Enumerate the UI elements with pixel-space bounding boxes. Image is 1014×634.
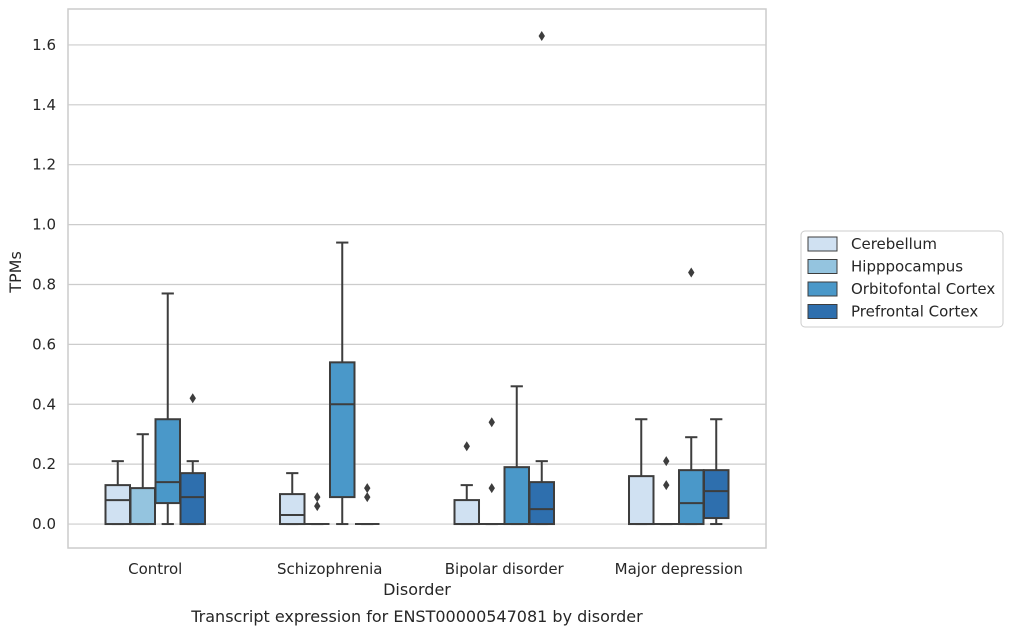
box-3-1	[654, 456, 679, 526]
legend-label: Orbitofontal Cortex	[851, 280, 995, 298]
box-body	[702, 469, 730, 520]
x-tick-label: Major depression	[615, 560, 743, 578]
y-tick-label: 1.6	[32, 36, 56, 54]
box-body	[453, 499, 481, 526]
outlier-point	[314, 501, 321, 512]
outlier-point	[488, 417, 495, 428]
box-body	[628, 475, 655, 526]
x-tick-label: Bipolar disorder	[445, 560, 565, 578]
box-body	[104, 484, 132, 526]
box-body	[154, 418, 181, 505]
outlier-point	[663, 456, 670, 467]
legend-label: Cerebellum	[851, 235, 937, 253]
y-axis-label: TPMs	[6, 251, 25, 294]
box-body	[129, 487, 157, 526]
outlier-point	[663, 480, 670, 491]
box-0-0	[104, 460, 132, 526]
boxes	[104, 30, 730, 526]
box-body	[678, 469, 705, 526]
box-body	[179, 472, 206, 526]
y-tick-label: 1.0	[32, 216, 56, 234]
legend: Cerebellum Hipppocampus Orbitofontal Corte…	[800, 230, 1004, 328]
y-axis-ticks: 0.0 0.2 0.4 0.6 0.8 1.0 1.2 1.4 1.6	[32, 36, 56, 533]
outlier-point	[488, 483, 495, 494]
box-2-1	[479, 417, 505, 526]
box-0-3	[179, 393, 206, 526]
legend-label: Prefrontal Cortex	[851, 303, 978, 321]
y-tick-label: 1.2	[32, 156, 56, 174]
y-tick-label: 0.0	[32, 515, 56, 533]
box-0-1	[129, 433, 157, 526]
legend-swatch	[807, 304, 838, 319]
box-0-2	[154, 292, 181, 526]
outlier-point	[189, 393, 196, 404]
chart-caption: Transcript expression for ENST0000054708…	[190, 607, 643, 626]
legend-label: Hipppocampus	[851, 258, 963, 276]
outlier-point	[364, 483, 371, 494]
outlier-point	[314, 492, 321, 503]
x-axis-ticks: Control Schizophrenia Bipolar disorder Majo…	[128, 560, 743, 578]
outlier-point	[463, 441, 470, 452]
y-tick-label: 0.8	[32, 275, 56, 293]
y-tick-label: 0.4	[32, 395, 56, 413]
outlier-point	[538, 30, 545, 41]
x-tick-label: Schizophrenia	[277, 560, 382, 578]
box-body	[279, 493, 306, 526]
box-1-3	[354, 483, 380, 526]
box-body	[528, 481, 555, 526]
plot-frame	[67, 8, 767, 549]
box-1-0	[279, 472, 306, 526]
box-1-2	[328, 241, 356, 526]
legend-swatch	[807, 236, 838, 252]
y-tick-label: 1.4	[32, 96, 56, 114]
y-tick-label: 0.2	[32, 455, 56, 473]
legend-swatch	[807, 259, 838, 274]
y-tick-label: 0.6	[32, 335, 56, 353]
outlier-point	[364, 492, 371, 503]
box-body	[503, 466, 530, 526]
x-axis-label: Disorder	[383, 580, 451, 599]
x-tick-label: Control	[128, 560, 182, 578]
outlier-point	[688, 267, 695, 278]
box-1-1	[305, 492, 330, 526]
box-3-3	[702, 418, 730, 526]
box-3-2	[678, 267, 705, 526]
legend-swatch	[807, 281, 838, 297]
box-3-0	[628, 418, 655, 526]
box-2-3	[528, 30, 555, 526]
legend-frame	[800, 230, 1004, 328]
grid-lines	[68, 44, 766, 525]
box-2-0	[453, 441, 481, 526]
box-2-2	[503, 385, 530, 526]
box-body	[328, 361, 356, 499]
